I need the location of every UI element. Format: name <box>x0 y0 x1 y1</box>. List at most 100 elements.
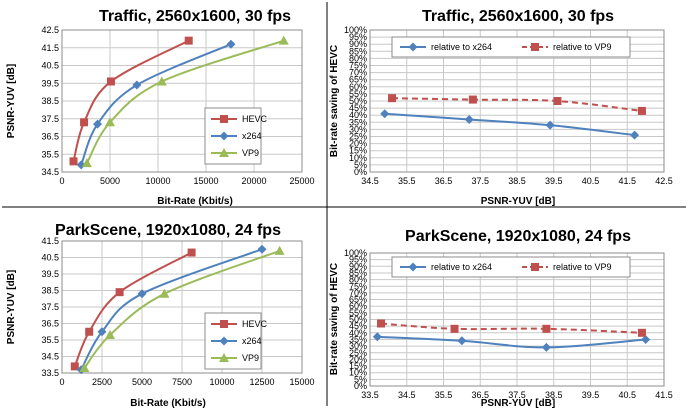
y-tick-label: 10% <box>349 153 367 163</box>
y-tick-label: 30% <box>349 341 367 351</box>
legend: HEVC x264 VP9 <box>204 312 268 370</box>
series-relative-to-vp9 <box>388 94 646 115</box>
x-tick-label: 10000 <box>209 377 234 387</box>
x-tick-label: 40.5 <box>582 176 600 186</box>
y-tick-label: 42.5 <box>41 25 59 35</box>
legend-marker <box>531 43 539 51</box>
series-hevc <box>69 36 193 166</box>
series-hevc <box>70 248 196 371</box>
y-tick-label: 100% <box>344 248 367 258</box>
y-tick-label: 0% <box>354 167 367 177</box>
chart-traffic-bitrate-saving: Traffic, 2560x1600, 30 fps 0%5%10%15%20%2… <box>329 8 673 207</box>
legend-label: relative to VP9 <box>553 42 612 52</box>
x-axis-label: Bit-Rate (Kbit/s) <box>157 196 233 207</box>
series-line <box>80 43 232 166</box>
y-axis-label: Bit-rate saving of HEVC <box>329 263 340 375</box>
x-tick-label: 0 <box>59 176 64 186</box>
y-tick-label: 70% <box>349 68 367 78</box>
series-x264 <box>76 39 236 170</box>
x-tick-label: 10000 <box>145 176 170 186</box>
legend-label: relative to x264 <box>431 262 492 272</box>
x-tick-label: 7500 <box>172 377 192 387</box>
chart-title: ParkScene, 1920x1080, 24 fps <box>405 228 631 245</box>
x-tick-label: 25000 <box>289 176 314 186</box>
legend-label: VP9 <box>242 353 259 363</box>
y-tick-label: 40.5 <box>41 61 59 71</box>
chart-parkscene-psnr-vs-bitrate: ParkScene, 1920x1080, 24 fps 33.5 34.5 35.5… <box>6 222 315 408</box>
series-relative-to-x264 <box>380 109 640 140</box>
plot-frame <box>61 29 303 173</box>
y-tick-label: 35.5 <box>41 149 59 159</box>
x-tick-label: 36.5 <box>435 176 453 186</box>
x-tick-label: 15000 <box>289 377 314 387</box>
data-point <box>278 35 289 45</box>
y-tick-label: 34.5 <box>41 167 59 177</box>
y-tick-label: 41.5 <box>41 43 59 53</box>
y-tick-label: 45% <box>349 103 367 113</box>
y-tick-label: 40.5 <box>41 253 59 263</box>
plot-frame <box>369 252 665 387</box>
x-tick-label: 40.5 <box>618 390 636 400</box>
chart-title: Traffic, 2560x1600, 30 fps <box>99 8 291 25</box>
legend-marker <box>219 148 229 157</box>
data-point <box>69 157 78 166</box>
y-tick-label: 37.5 <box>41 302 59 312</box>
y-tick-label: 0% <box>354 381 367 391</box>
x-tick-label: 5000 <box>132 377 152 387</box>
data-point <box>637 106 646 115</box>
series-line <box>86 39 285 164</box>
data-point <box>388 94 397 103</box>
legend-marker <box>220 115 228 123</box>
data-point <box>187 248 196 257</box>
legend-box <box>391 36 631 58</box>
y-tick-label: 35% <box>349 334 367 344</box>
data-point <box>79 363 90 373</box>
data-point <box>156 76 167 86</box>
legend-marker <box>219 353 229 362</box>
y-tick-label: 75% <box>349 61 367 71</box>
data-point <box>464 114 474 124</box>
legend-label: relative to VP9 <box>553 262 612 272</box>
y-tick-label: 55% <box>349 89 367 99</box>
data-point <box>97 327 107 337</box>
data-point <box>553 97 562 105</box>
y-tick-label: 5% <box>354 160 367 170</box>
data-point <box>105 330 115 340</box>
data-point <box>380 109 390 119</box>
y-tick-label: 35% <box>349 117 367 127</box>
data-point <box>257 244 267 254</box>
y-tick-label: 36.5 <box>41 319 59 329</box>
x-axis-label: PSNR-YUV [dB] <box>481 196 555 207</box>
y-axis-label: PSNR-YUV [dB] <box>6 64 17 138</box>
y-tick-label: 36.5 <box>41 132 59 142</box>
x-tick-label: 35.5 <box>435 390 453 400</box>
chart-parkscene-bitrate-saving: ParkScene, 1920x1080, 24 fps 0%5%10%15%20… <box>329 228 673 408</box>
y-tick-label: 60% <box>349 301 367 311</box>
y-tick-label: 37.5 <box>41 114 59 124</box>
data-point <box>450 324 459 333</box>
data-point <box>542 324 551 333</box>
data-point <box>105 117 115 127</box>
y-tick-label: 15% <box>349 146 367 156</box>
y-tick-label: 55% <box>349 308 367 318</box>
data-point <box>137 289 147 299</box>
y-tick-label: 35.5 <box>41 335 59 345</box>
x-tick-label: 2500 <box>92 377 112 387</box>
y-tick-label: 34.5 <box>41 352 59 362</box>
chart-traffic-psnr-vs-bitrate: Traffic, 2560x1600, 30 fps 34.5 35.5 36.5 37… <box>6 8 315 207</box>
y-tick-label: 50% <box>349 315 367 325</box>
series-line <box>80 248 263 371</box>
series-line <box>392 97 643 112</box>
x-tick-label: 41.5 <box>655 390 673 400</box>
y-tick-label: 80% <box>349 53 367 63</box>
series-vp9 <box>79 245 285 373</box>
y-tick-label: 60% <box>349 82 367 92</box>
data-point <box>468 95 477 104</box>
y-tick-label: 38.5 <box>41 286 59 296</box>
x-tick-label: 12500 <box>249 377 274 387</box>
legend-label: HEVC <box>242 319 268 329</box>
series-line <box>73 251 193 367</box>
y-tick-label: 30% <box>349 124 367 134</box>
y-tick-label: 33.5 <box>41 368 59 378</box>
y-tick-label: 10% <box>349 368 367 378</box>
